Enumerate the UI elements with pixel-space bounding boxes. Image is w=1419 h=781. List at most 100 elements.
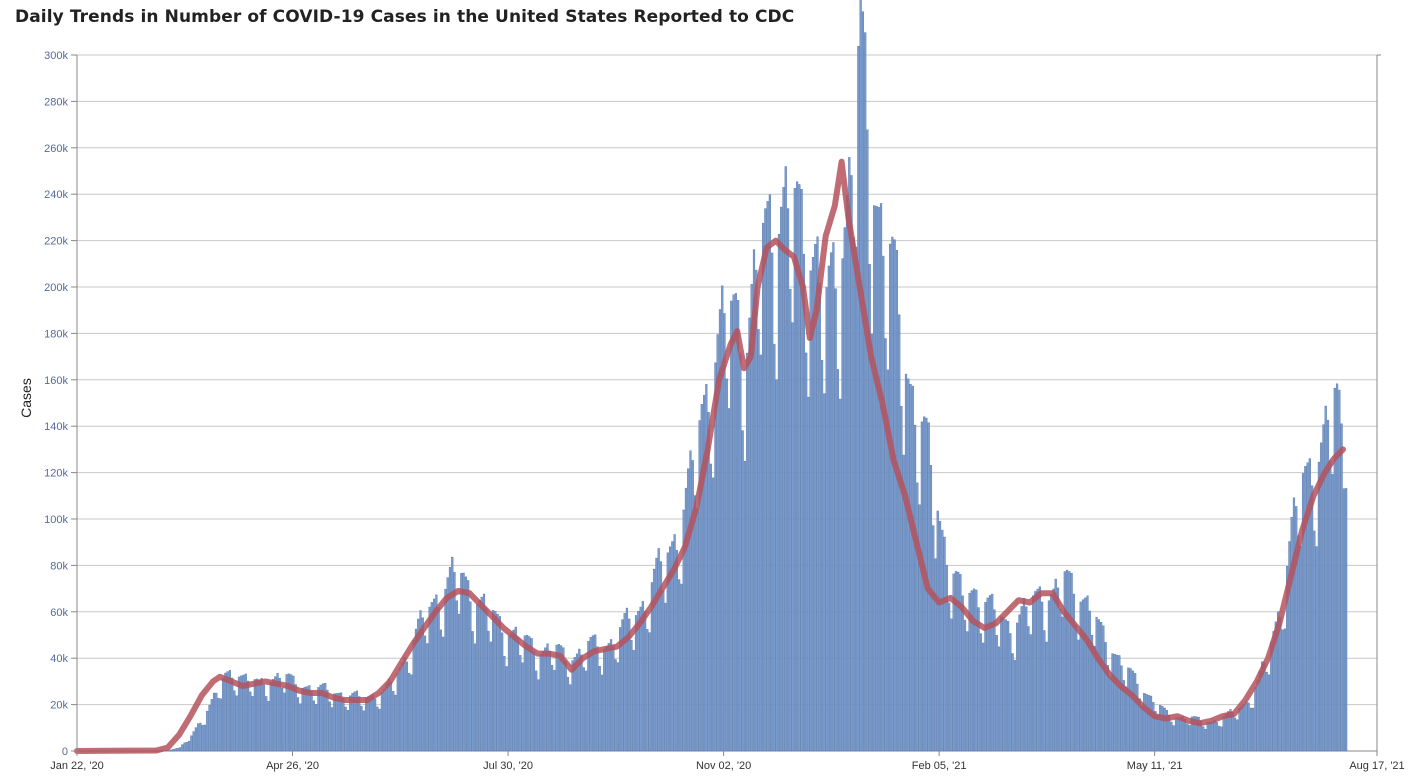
daily-case-bar	[723, 313, 726, 752]
daily-case-bar	[687, 468, 690, 752]
daily-case-bar	[832, 242, 835, 752]
daily-case-bar	[746, 352, 749, 752]
daily-case-bar	[1206, 722, 1209, 752]
daily-case-bar	[607, 643, 610, 752]
daily-case-bar	[535, 670, 538, 752]
daily-case-bar	[389, 681, 393, 752]
daily-case-bar	[1224, 713, 1227, 752]
daily-case-bar	[1342, 488, 1345, 752]
daily-case-bar	[609, 639, 613, 752]
daily-case-bar	[1136, 683, 1139, 752]
average-line-series	[74, 158, 1346, 754]
y-tick-label: 200k	[44, 282, 68, 294]
daily-case-bar	[775, 379, 778, 752]
daily-case-bar	[898, 314, 901, 752]
daily-case-bar	[396, 672, 399, 752]
daily-case-bar	[1281, 629, 1284, 752]
daily-case-bar	[1081, 599, 1085, 752]
daily-case-bar	[1247, 702, 1250, 752]
daily-case-bar	[557, 644, 560, 752]
daily-case-bar	[873, 205, 876, 752]
daily-case-bar	[1106, 665, 1110, 752]
daily-case-bar	[192, 731, 195, 752]
daily-case-bar	[1120, 665, 1123, 752]
daily-case-bar	[827, 265, 830, 752]
daily-case-bar	[1165, 710, 1168, 752]
daily-case-bar	[1265, 671, 1268, 752]
daily-case-bar	[698, 420, 701, 752]
daily-case-bar	[680, 583, 683, 752]
daily-case-bar	[181, 744, 184, 752]
chart-title: Daily Trends in Number of COVID-19 Cases…	[15, 7, 795, 27]
daily-case-bar	[852, 237, 855, 752]
daily-case-bar	[1304, 466, 1307, 752]
daily-case-bar	[616, 662, 619, 752]
daily-case-bar	[1056, 587, 1060, 752]
daily-case-bar	[975, 589, 978, 752]
daily-case-bar	[403, 657, 406, 752]
daily-case-bar	[1186, 723, 1189, 752]
daily-case-bar	[1170, 721, 1173, 752]
daily-case-bar	[1276, 611, 1280, 752]
daily-case-bar	[290, 674, 293, 752]
daily-case-bar	[605, 645, 608, 752]
daily-case-bar	[326, 689, 329, 752]
daily-case-bar	[662, 589, 665, 752]
daily-case-bar	[267, 701, 270, 752]
daily-case-bar	[321, 683, 325, 752]
daily-case-bar	[1102, 625, 1105, 752]
daily-case-bar	[1147, 695, 1150, 752]
daily-case-bar	[911, 385, 914, 752]
daily-case-bar	[675, 549, 678, 752]
daily-case-bar	[594, 634, 597, 752]
daily-case-bar	[455, 600, 458, 752]
y-tick-label: 100k	[44, 514, 68, 526]
daily-case-bar	[489, 641, 492, 752]
daily-case-bar	[172, 749, 175, 752]
daily-case-bar	[178, 747, 182, 752]
daily-case-bar	[757, 329, 760, 752]
daily-case-bar	[203, 724, 207, 752]
daily-case-bar	[839, 398, 842, 752]
daily-case-bar	[498, 616, 501, 752]
daily-case-bar	[1011, 653, 1014, 752]
y-axis-label: Cases	[18, 378, 34, 418]
daily-case-bar	[809, 270, 812, 752]
daily-case-bar	[995, 634, 998, 752]
daily-case-bar	[1172, 725, 1175, 752]
daily-case-bar	[478, 600, 481, 752]
daily-case-bar	[283, 692, 286, 752]
daily-case-bar	[982, 642, 985, 752]
daily-case-bar	[1050, 594, 1053, 752]
daily-case-bar	[394, 694, 397, 752]
daily-case-bar	[437, 607, 440, 752]
daily-case-bar	[376, 706, 379, 752]
daily-case-bar	[1338, 389, 1341, 752]
daily-case-bar	[367, 696, 370, 752]
daily-case-bar	[274, 676, 277, 752]
daily-case-bar	[237, 676, 241, 752]
daily-case-bar	[1063, 571, 1066, 752]
daily-case-bar	[1095, 616, 1098, 752]
daily-case-bar	[734, 293, 737, 752]
y-tick-label: 80k	[50, 560, 68, 572]
daily-case-bar	[966, 631, 969, 752]
daily-case-bar	[771, 252, 774, 752]
daily-case-bar	[807, 396, 810, 752]
daily-case-bar	[621, 619, 624, 752]
daily-case-bar	[414, 628, 418, 752]
daily-case-bar	[884, 338, 887, 752]
daily-case-bar	[632, 650, 635, 752]
daily-case-bar	[1279, 617, 1282, 752]
x-axis-ticks: Jan 22, '20 Apr 26, '20 Jul 30, '20 Nov 02,…	[50, 751, 1405, 772]
daily-case-bar	[187, 740, 191, 752]
daily-case-bar	[430, 602, 433, 752]
daily-case-bar	[1022, 597, 1026, 752]
daily-case-bar	[480, 596, 483, 752]
daily-case-bar	[344, 706, 347, 752]
daily-case-bar	[471, 631, 474, 752]
daily-case-bar	[1090, 634, 1094, 752]
daily-case-bar	[666, 552, 669, 752]
seven-day-average-line	[74, 158, 1346, 754]
daily-case-bar	[709, 463, 712, 752]
